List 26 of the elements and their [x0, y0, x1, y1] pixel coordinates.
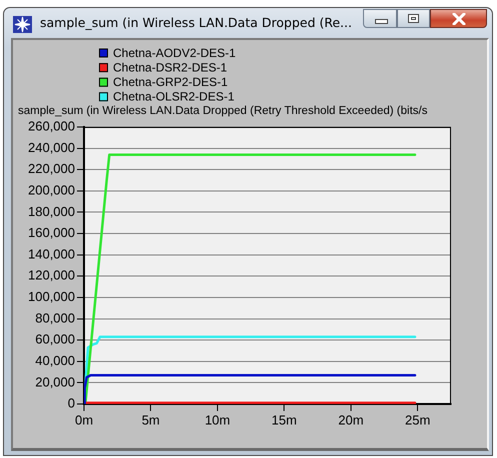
x-tick-label: 0m	[74, 412, 94, 428]
legend-label: Chetna-DSR2-DES-1	[113, 60, 228, 74]
y-tick-label: 20,000	[35, 374, 75, 390]
y-axis-title: sample_sum (in Wireless LAN.Data Dropped (Retry Threshold Exceeded) (bits/s	[18, 105, 428, 118]
y-tick-label: 260,000	[28, 118, 75, 134]
x-tick-label: 10m	[204, 412, 230, 428]
y-tick-label: 160,000	[28, 225, 75, 240]
y-tick-label: 80,000	[35, 310, 75, 326]
x-tick-label: 20m	[338, 412, 364, 428]
y-tick-label: 180,000	[28, 204, 75, 219]
y-tick-label: 120,000	[28, 268, 75, 283]
y-tick-label: 100,000	[28, 289, 75, 304]
legend-label: Chetna-OLSR2-DES-1	[113, 90, 235, 104]
y-tick-label: 140,000	[28, 246, 75, 262]
legend-label: Chetna-GRP2-DES-1	[113, 75, 228, 90]
y-tick-label: 240,000	[28, 140, 75, 155]
x-tick-label: 15m	[272, 412, 297, 428]
y-tick-label: 200,000	[28, 182, 75, 198]
y-tick-label: 0	[68, 396, 75, 411]
chart-title: sample_sum (in Wireless LAN.Data Dropped (Re...	[40, 15, 352, 30]
y-tick-label: 220,000	[28, 161, 75, 176]
legend-label: Chetna-AODV2-DES-1	[113, 46, 236, 60]
x-tick-label: 25m	[404, 412, 430, 428]
x-tick-label: 5m	[142, 412, 160, 428]
y-tick-label: 60,000	[35, 332, 75, 347]
y-tick-label: 40,000	[35, 352, 75, 368]
